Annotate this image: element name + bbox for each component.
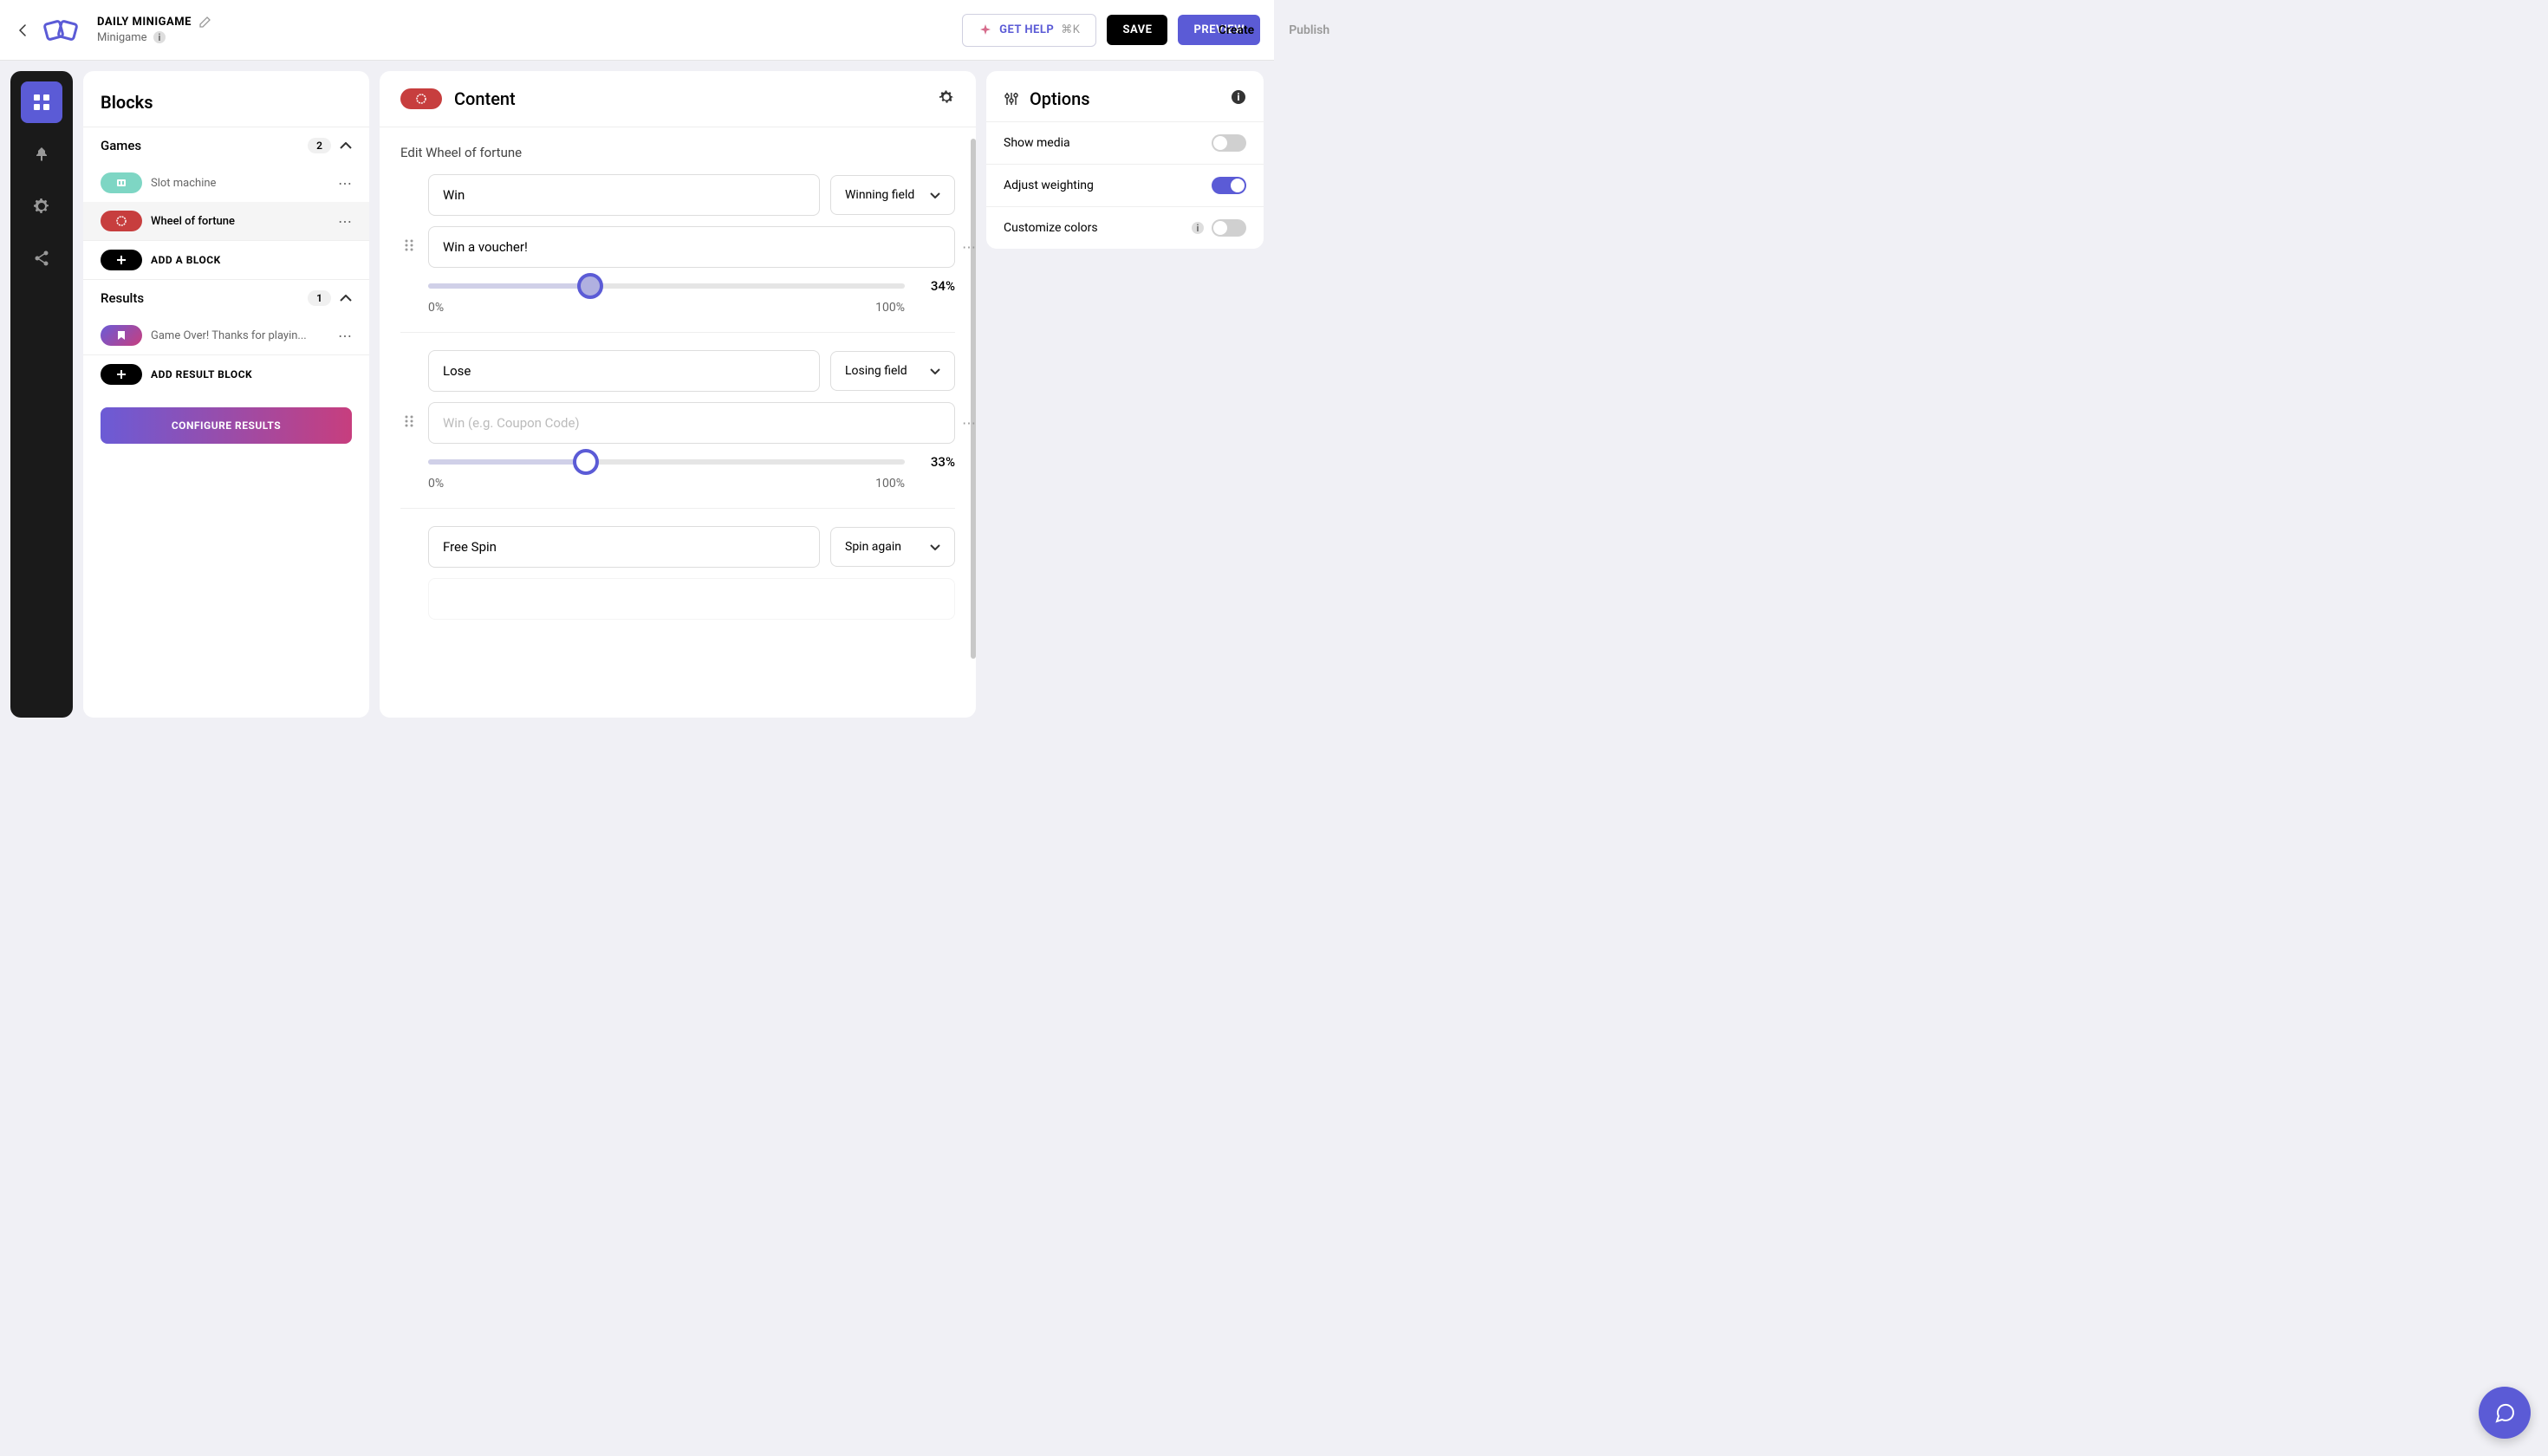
options-panel: Options i Show media Adjust weighting Cu… — [986, 71, 1264, 249]
field-message-input[interactable] — [428, 578, 955, 620]
back-button[interactable] — [14, 22, 31, 39]
chevron-down-icon — [930, 192, 940, 198]
add-block-button[interactable]: ADD A BLOCK — [83, 240, 369, 279]
chevron-up-icon — [340, 142, 352, 149]
rail-blocks[interactable] — [21, 81, 62, 123]
slot-icon — [101, 172, 142, 193]
slider-min: 0% — [428, 477, 444, 491]
edit-label: Edit Wheel of fortune — [400, 145, 955, 160]
edit-icon[interactable] — [198, 16, 211, 29]
tab-create[interactable]: Create — [1219, 16, 1254, 44]
plus-icon — [101, 250, 142, 270]
row-menu-icon[interactable]: ⋯ — [962, 239, 976, 256]
field-message-input[interactable] — [428, 402, 955, 444]
chevron-down-icon — [930, 544, 940, 550]
page-title: DAILY MINIGAME — [97, 16, 211, 29]
add-result-button[interactable]: ADD RESULT BLOCK — [83, 354, 369, 393]
info-icon[interactable]: i — [1191, 221, 1205, 235]
sliders-icon — [1004, 91, 1019, 107]
toggle-show-media[interactable] — [1212, 134, 1246, 152]
games-count: 2 — [308, 138, 331, 153]
field-message-input[interactable] — [428, 226, 955, 268]
option-adjust-weighting: Adjust weighting — [1004, 179, 1205, 192]
get-help-button[interactable]: GET HELP ⌘K — [962, 14, 1096, 47]
info-icon[interactable]: i — [153, 30, 166, 44]
item-menu-icon[interactable]: ⋯ — [338, 213, 352, 230]
item-menu-icon[interactable]: ⋯ — [338, 328, 352, 344]
row-menu-icon[interactable]: ⋯ — [962, 415, 976, 432]
slider-thumb[interactable] — [573, 449, 599, 475]
content-panel: Content Edit Wheel of fortune Winning fi… — [380, 71, 976, 718]
blocks-panel: Blocks Games 2 Slot machine ⋯ Wheel of f… — [83, 71, 369, 718]
results-count: 1 — [308, 290, 331, 306]
block-slot-machine[interactable]: Slot machine ⋯ — [83, 164, 369, 202]
weight-slider[interactable] — [428, 459, 905, 465]
field-type-select[interactable]: Losing field — [830, 351, 955, 391]
bookmark-icon — [101, 325, 142, 346]
chevron-down-icon — [930, 368, 940, 374]
scrollbar[interactable] — [971, 139, 976, 659]
item-menu-icon[interactable]: ⋯ — [338, 175, 352, 192]
option-customize-colors: Customize colors — [1004, 221, 1184, 235]
drag-handle-icon[interactable] — [404, 238, 414, 256]
svg-text:i: i — [1197, 223, 1199, 234]
toggle-customize-colors[interactable] — [1212, 219, 1246, 237]
field-name-input[interactable] — [428, 174, 820, 216]
option-show-media: Show media — [1004, 136, 1205, 150]
svg-text:i: i — [158, 32, 160, 43]
slider-value: 34% — [919, 278, 955, 294]
field-type-select[interactable]: Winning field — [830, 175, 955, 215]
toggle-adjust-weighting[interactable] — [1212, 177, 1246, 194]
block-game-over[interactable]: Game Over! Thanks for playin... ⋯ — [83, 316, 369, 354]
save-button[interactable]: SAVE — [1107, 15, 1167, 45]
rail-share[interactable] — [21, 237, 62, 279]
content-title: Content — [454, 88, 926, 109]
wheel-icon — [400, 88, 442, 109]
options-title: Options — [1030, 88, 1090, 109]
gear-icon[interactable] — [938, 88, 955, 109]
sidebar-rail — [10, 71, 73, 718]
slider-max: 100% — [875, 477, 905, 491]
drag-handle-icon[interactable] — [404, 414, 414, 432]
field-type-select[interactable]: Spin again — [830, 527, 955, 567]
page-subtitle: Minigame i — [97, 30, 211, 44]
svg-text:i: i — [1237, 91, 1239, 103]
games-section-header[interactable]: Games 2 — [83, 127, 369, 164]
field-name-input[interactable] — [428, 526, 820, 568]
rail-pin[interactable] — [21, 133, 62, 175]
slider-min: 0% — [428, 301, 444, 315]
field-name-input[interactable] — [428, 350, 820, 392]
blocks-title: Blocks — [83, 71, 369, 127]
wheel-icon — [101, 211, 142, 231]
slider-thumb[interactable] — [577, 273, 603, 299]
chat-fab[interactable] — [2479, 1387, 2531, 1439]
plus-icon — [101, 364, 142, 385]
logo — [38, 8, 83, 53]
rail-settings[interactable] — [21, 185, 62, 227]
slider-max: 100% — [875, 301, 905, 315]
sparkle-icon — [978, 23, 992, 37]
slider-value: 33% — [919, 454, 955, 470]
shortcut-label: ⌘K — [1061, 23, 1080, 36]
results-section-header[interactable]: Results 1 — [83, 279, 369, 316]
weight-slider[interactable] — [428, 283, 905, 289]
info-icon[interactable]: i — [1231, 88, 1246, 109]
tab-publish[interactable]: Publish — [1289, 16, 1329, 44]
chevron-up-icon — [340, 295, 352, 302]
configure-results-button[interactable]: CONFIGURE RESULTS — [101, 407, 352, 444]
block-wheel-fortune[interactable]: Wheel of fortune ⋯ — [83, 202, 369, 240]
